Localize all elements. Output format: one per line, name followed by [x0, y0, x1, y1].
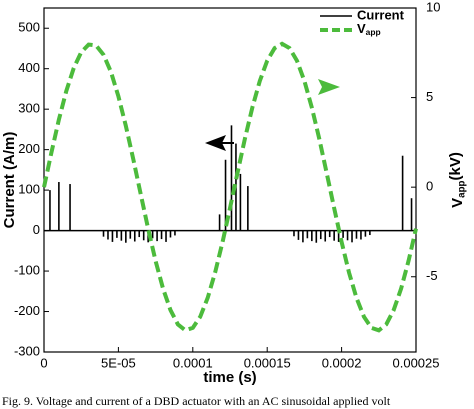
y-tick-label: -200 — [14, 303, 40, 318]
y-tick-label: 0 — [33, 222, 40, 237]
voltage-arrow — [318, 79, 340, 95]
legend-label: Vapp — [357, 21, 381, 37]
y-tick-label: -300 — [14, 343, 40, 358]
y-tick-label: 300 — [18, 101, 40, 116]
y-tick-label: 100 — [18, 182, 40, 197]
y-tick-label: -100 — [14, 262, 40, 277]
plot-frame — [43, 7, 417, 353]
x-tick-label: 5E-05 — [101, 355, 136, 370]
x-tick-label: 0.00015 — [244, 355, 291, 370]
caption: Fig. 9. Voltage and current of a DBD act… — [2, 394, 391, 408]
x-tick-label: 0 — [40, 355, 47, 370]
current-arrow — [205, 135, 226, 151]
y2-tick-label: -5 — [426, 268, 438, 283]
x-tick-label: 0.0002 — [322, 355, 362, 370]
x-tick-label: 0.00025 — [393, 355, 440, 370]
legend-label: Current — [357, 7, 405, 22]
y-tick-label: 500 — [18, 20, 40, 35]
x-axis-title: time (s) — [203, 369, 256, 386]
y2-tick-label: 10 — [426, 0, 440, 14]
y-axis-title: Current (A/m) — [1, 132, 18, 229]
y2-tick-label: 0 — [426, 179, 433, 194]
y2-tick-label: 5 — [426, 89, 433, 104]
x-tick-label: 0.0001 — [173, 355, 213, 370]
y-tick-label: 200 — [18, 141, 40, 156]
y2-axis-title: Vapp(kV) — [447, 152, 467, 208]
voltage-line — [42, 41, 418, 333]
y-tick-label: 400 — [18, 60, 40, 75]
